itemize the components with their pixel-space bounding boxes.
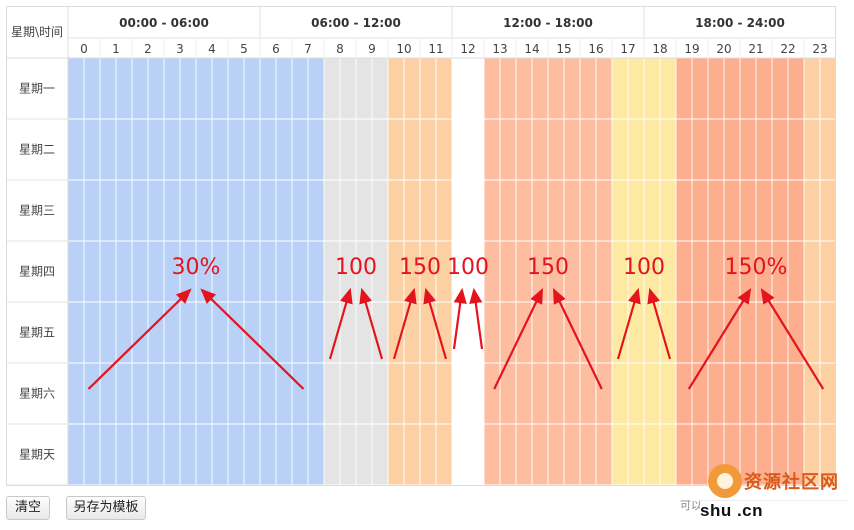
watermark-logo-icon (708, 464, 742, 498)
day-label-3: 星期四 (19, 265, 55, 279)
hour-label-20: 20 (716, 42, 731, 56)
annotation-arrow-left-2 (392, 287, 417, 360)
annotations: 30% 100 150 100 150 100 150% (87, 255, 825, 390)
hour-label-22: 22 (780, 42, 795, 56)
annotation-label-1: 100 (335, 255, 377, 280)
annotation-arrow-left-1 (328, 287, 353, 360)
grid-header: 星期\时间 00:00 - 06:00 06:00 - 12:00 12:00 - 1… (6, 6, 836, 486)
hour-label-14: 14 (524, 42, 539, 56)
corner-label: 星期\时间 (11, 25, 63, 39)
annotation-label-4: 150 (527, 255, 569, 280)
time-group-1: 06:00 - 12:00 (311, 16, 401, 30)
annotation-arrow-left-6 (687, 288, 752, 390)
watermark: 资源社区网 shu .cn (700, 462, 850, 524)
annotation-arrow-left-4 (493, 288, 543, 390)
day-label-1: 星期二 (19, 143, 55, 157)
time-schedule-grid: 星期\时间 00:00 - 06:00 06:00 - 12:00 12:00 - 1… (6, 6, 836, 486)
clear-button[interactable]: 清空 (6, 496, 50, 520)
hour-label-2: 2 (144, 42, 152, 56)
day-label-5: 星期六 (19, 387, 55, 401)
annotation-arrow-right-2 (423, 287, 448, 360)
watermark-domain: shu .cn (700, 500, 848, 523)
annotation-arrow-right-6 (760, 288, 825, 390)
time-group-3: 18:00 - 24:00 (695, 16, 785, 30)
time-group-2: 12:00 - 18:00 (503, 16, 593, 30)
hour-label-9: 9 (368, 42, 376, 56)
hour-label-7: 7 (304, 42, 312, 56)
annotation-arrow-right-0 (200, 288, 305, 390)
hour-label-23: 23 (812, 42, 827, 56)
day-label-6: 星期天 (19, 448, 55, 462)
hour-label-5: 5 (240, 42, 248, 56)
hour-label-12: 12 (460, 42, 475, 56)
hour-label-18: 18 (652, 42, 667, 56)
hour-label-21: 21 (748, 42, 763, 56)
hour-label-6: 6 (272, 42, 280, 56)
hour-label-15: 15 (556, 42, 571, 56)
annotation-arrow-right-5 (647, 287, 672, 360)
hour-label-19: 19 (684, 42, 699, 56)
day-label-column (6, 58, 68, 486)
day-label-4: 星期五 (19, 326, 55, 340)
annotation-arrow-right-1 (359, 287, 384, 360)
annotation-label-6: 150% (725, 255, 788, 280)
annotation-label-0: 30% (172, 255, 221, 280)
annotation-arrow-left-3 (452, 287, 467, 350)
annotation-arrow-right-4 (553, 288, 603, 390)
save-as-template-button[interactable]: 另存为模板 (66, 496, 146, 520)
hour-label-11: 11 (428, 42, 443, 56)
time-group-0: 00:00 - 06:00 (119, 16, 209, 30)
day-label-2: 星期三 (19, 204, 55, 218)
hour-label-10: 10 (396, 42, 411, 56)
watermark-text: 资源社区网 (744, 472, 839, 493)
annotation-arrow-left-5 (616, 287, 641, 360)
hour-label-16: 16 (588, 42, 603, 56)
hint-text: 可以 (680, 500, 702, 512)
annotation-label-5: 100 (623, 255, 665, 280)
hour-label-0: 0 (80, 42, 88, 56)
annotation-label-3: 100 (447, 255, 489, 280)
header-background (6, 6, 836, 58)
hour-label-4: 4 (208, 42, 216, 56)
annotation-arrow-left-0 (87, 288, 192, 390)
hour-label-3: 3 (176, 42, 184, 56)
annotation-label-2: 150 (399, 255, 441, 280)
hour-label-8: 8 (336, 42, 344, 56)
hour-label-13: 13 (492, 42, 507, 56)
day-label-0: 星期一 (19, 82, 55, 96)
hour-label-1: 1 (112, 42, 120, 56)
hour-label-17: 17 (620, 42, 635, 56)
grid-lines (6, 57, 836, 486)
annotation-arrow-right-3 (469, 287, 484, 350)
